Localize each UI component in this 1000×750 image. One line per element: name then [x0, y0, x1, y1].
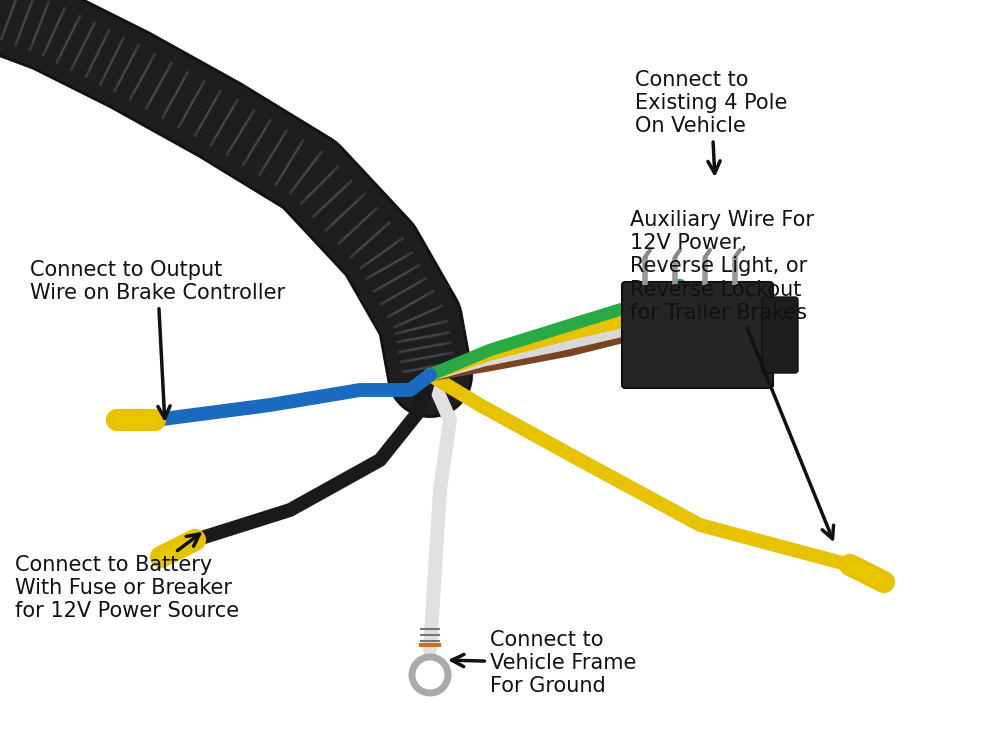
Text: Auxiliary Wire For
12V Power,
Reverse Light, or
Reverse Lockout
for Trailer Brak: Auxiliary Wire For 12V Power, Reverse Li… [630, 210, 834, 538]
Text: Connect to Output
Wire on Brake Controller: Connect to Output Wire on Brake Controll… [30, 260, 285, 419]
Circle shape [418, 663, 442, 687]
Text: Connect to
Existing 4 Pole
On Vehicle: Connect to Existing 4 Pole On Vehicle [635, 70, 787, 173]
FancyBboxPatch shape [762, 297, 798, 373]
Text: Connect to Battery
With Fuse or Breaker
for 12V Power Source: Connect to Battery With Fuse or Breaker … [15, 534, 239, 622]
Text: Connect to
Vehicle Frame
For Ground: Connect to Vehicle Frame For Ground [452, 630, 636, 697]
FancyBboxPatch shape [622, 282, 773, 388]
